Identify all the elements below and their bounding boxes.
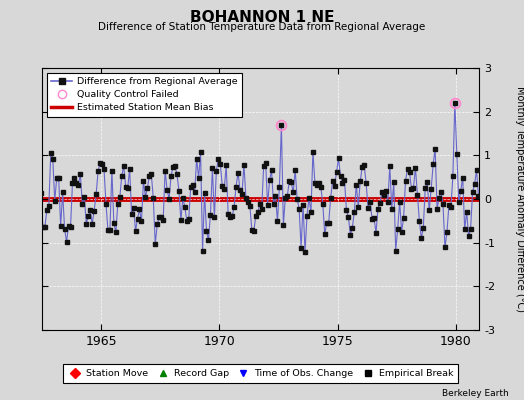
- Text: Difference of Station Temperature Data from Regional Average: Difference of Station Temperature Data f…: [99, 22, 425, 32]
- Y-axis label: Monthly Temperature Anomaly Difference (°C): Monthly Temperature Anomaly Difference (…: [515, 86, 524, 312]
- Legend: Station Move, Record Gap, Time of Obs. Change, Empirical Break: Station Move, Record Gap, Time of Obs. C…: [63, 364, 458, 383]
- Text: Berkeley Earth: Berkeley Earth: [442, 389, 508, 398]
- Text: BOHANNON 1 NE: BOHANNON 1 NE: [190, 10, 334, 25]
